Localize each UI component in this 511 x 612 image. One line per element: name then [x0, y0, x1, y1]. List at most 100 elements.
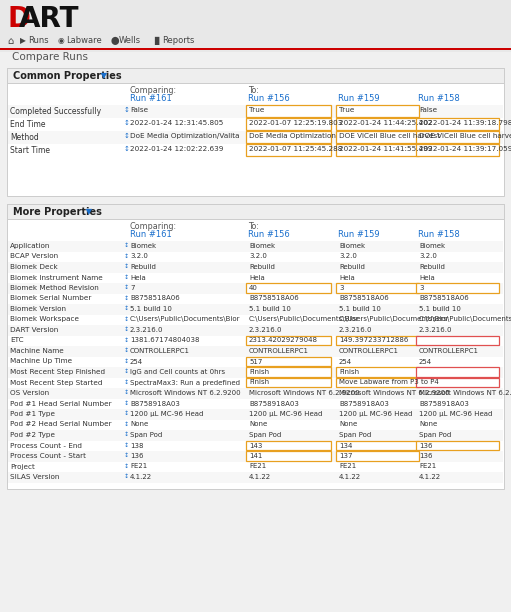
Text: ↕: ↕ — [124, 316, 129, 321]
Text: ⌂: ⌂ — [7, 36, 13, 46]
Text: 136: 136 — [130, 453, 144, 459]
Bar — [416, 118, 499, 130]
Text: Run #159: Run #159 — [338, 94, 380, 103]
Text: Span Pod: Span Pod — [339, 432, 371, 438]
Bar — [246, 335, 331, 345]
Text: B8758518A06: B8758518A06 — [130, 296, 180, 302]
Text: ↕: ↕ — [124, 390, 129, 395]
Bar — [416, 335, 499, 345]
Text: Run #161: Run #161 — [130, 94, 172, 103]
Text: 138: 138 — [130, 442, 144, 449]
Text: 2.3.216.0: 2.3.216.0 — [130, 327, 164, 333]
Bar — [336, 441, 419, 450]
Bar — [8, 346, 503, 357]
Bar — [8, 430, 503, 441]
Text: Process Count - Start: Process Count - Start — [10, 453, 86, 459]
Text: Run #158: Run #158 — [418, 230, 460, 239]
Text: 136: 136 — [419, 453, 432, 459]
Text: ↕: ↕ — [124, 133, 130, 139]
Bar — [8, 388, 503, 398]
Text: FE21: FE21 — [339, 463, 356, 469]
Text: 2.3.216.0: 2.3.216.0 — [419, 327, 453, 333]
Text: CONTROLLERPC1: CONTROLLERPC1 — [130, 348, 190, 354]
Text: Span Pod: Span Pod — [419, 432, 451, 438]
Text: OS Version: OS Version — [10, 390, 49, 396]
Text: CONTROLLERPC1: CONTROLLERPC1 — [419, 348, 479, 354]
Text: 1200 μL MC-96 Head: 1200 μL MC-96 Head — [249, 411, 322, 417]
Text: 5.1 build 10: 5.1 build 10 — [130, 306, 172, 312]
Text: Biomek: Biomek — [249, 243, 275, 249]
Bar — [8, 367, 503, 378]
Text: Run #156: Run #156 — [248, 94, 290, 103]
Text: Completed Successfully: Completed Successfully — [10, 107, 101, 116]
Text: To:: To: — [248, 86, 259, 95]
Text: ↕: ↕ — [124, 359, 129, 364]
Bar — [8, 241, 503, 252]
Text: Run #156: Run #156 — [248, 230, 290, 239]
Text: CONTROLLERPC1: CONTROLLERPC1 — [249, 348, 309, 354]
Text: ↕: ↕ — [124, 146, 130, 152]
Bar — [246, 144, 331, 156]
Text: 3.2.0: 3.2.0 — [249, 253, 267, 259]
Text: None: None — [419, 422, 437, 428]
Bar — [0, 0, 511, 52]
Bar — [416, 367, 499, 376]
Text: Run #158: Run #158 — [418, 94, 460, 103]
Text: Hela: Hela — [130, 275, 146, 280]
Text: FE21: FE21 — [130, 463, 147, 469]
Text: ↕: ↕ — [124, 327, 129, 332]
Bar — [7, 68, 504, 196]
Text: 5.1 build 10: 5.1 build 10 — [339, 306, 381, 312]
Bar — [336, 144, 419, 156]
Text: ↕: ↕ — [124, 453, 129, 458]
Text: 7: 7 — [130, 285, 134, 291]
Text: End Time: End Time — [10, 120, 45, 129]
Text: B8758518A06: B8758518A06 — [339, 296, 389, 302]
Bar — [246, 118, 331, 130]
Bar — [7, 204, 504, 488]
Text: Common Properties: Common Properties — [13, 71, 122, 81]
Text: 149.397233712886: 149.397233712886 — [339, 337, 408, 343]
Bar — [416, 131, 499, 143]
Text: 2022-01-07 11:25:45.288: 2022-01-07 11:25:45.288 — [249, 146, 342, 152]
Text: Project: Project — [10, 463, 35, 469]
Text: 136: 136 — [419, 442, 432, 449]
Text: 2022-01-07 12:25:19.803: 2022-01-07 12:25:19.803 — [249, 120, 342, 126]
Bar — [246, 378, 331, 387]
Text: Wells: Wells — [119, 36, 141, 45]
Text: 2.3.216.0: 2.3.216.0 — [249, 327, 283, 333]
Bar — [8, 304, 503, 315]
Text: Start Time: Start Time — [10, 146, 50, 155]
Text: 1200 μL MC-96 Head: 1200 μL MC-96 Head — [130, 411, 203, 417]
Text: DOE ViCell Blue cell harvest: DOE ViCell Blue cell harvest — [419, 133, 511, 139]
Text: Hela: Hela — [339, 275, 355, 280]
Text: 1200 μL MC-96 Head: 1200 μL MC-96 Head — [419, 411, 493, 417]
Text: True: True — [249, 107, 264, 113]
Text: Pod #2 Type: Pod #2 Type — [10, 432, 55, 438]
Text: ↕: ↕ — [124, 411, 129, 416]
Bar — [7, 68, 504, 83]
Text: 137: 137 — [339, 453, 353, 459]
Text: BCAP Version: BCAP Version — [10, 253, 58, 259]
Text: Biomek Method Revision: Biomek Method Revision — [10, 285, 99, 291]
Text: B8758918A03: B8758918A03 — [249, 400, 299, 406]
Text: C:\Users\Public\Documents\Bior: C:\Users\Public\Documents\Bior — [130, 316, 241, 323]
Text: 254: 254 — [130, 359, 143, 365]
Text: Machine Name: Machine Name — [10, 348, 64, 354]
Text: Rebuild: Rebuild — [249, 264, 275, 270]
Text: Microsoft Windows NT 6.2.9200: Microsoft Windows NT 6.2.9200 — [249, 390, 360, 396]
Bar — [246, 105, 331, 117]
Text: ↕: ↕ — [124, 337, 129, 343]
Bar — [8, 451, 503, 461]
Text: 2022-01-24 12:02:22.639: 2022-01-24 12:02:22.639 — [130, 146, 223, 152]
Text: Biomek: Biomek — [419, 243, 445, 249]
Text: ↕: ↕ — [124, 296, 129, 300]
Bar — [246, 451, 331, 460]
Text: False: False — [419, 107, 437, 113]
Text: B8758918A03: B8758918A03 — [419, 400, 469, 406]
Bar — [246, 367, 331, 376]
Text: IgG and Cell counts at 0hrs: IgG and Cell counts at 0hrs — [130, 369, 225, 375]
Bar — [416, 144, 499, 156]
Text: None: None — [249, 422, 267, 428]
Bar — [246, 283, 331, 293]
